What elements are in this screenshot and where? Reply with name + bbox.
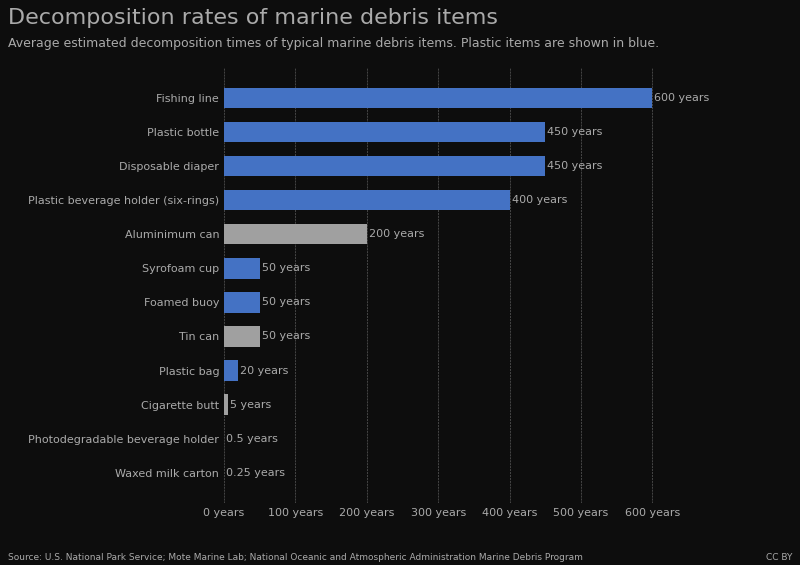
Text: 50 years: 50 years	[262, 263, 310, 273]
Bar	[224, 258, 260, 279]
Bar	[224, 88, 652, 108]
Text: 50 years: 50 years	[262, 332, 310, 341]
Text: 400 years: 400 years	[512, 195, 567, 205]
Bar	[224, 326, 260, 347]
Text: Decomposition rates of marine debris items: Decomposition rates of marine debris ite…	[8, 8, 498, 28]
Bar	[224, 121, 546, 142]
Text: 0.25 years: 0.25 years	[226, 468, 286, 478]
Bar	[224, 190, 510, 210]
Text: 450 years: 450 years	[547, 127, 602, 137]
Text: CC BY: CC BY	[766, 553, 792, 562]
Text: 600 years: 600 years	[654, 93, 710, 103]
Bar	[224, 360, 238, 381]
Text: Average estimated decomposition times of typical marine debris items. Plastic it: Average estimated decomposition times of…	[8, 37, 659, 50]
Text: 200 years: 200 years	[369, 229, 424, 239]
Bar	[224, 394, 227, 415]
Text: 5 years: 5 years	[230, 399, 271, 410]
Text: 20 years: 20 years	[241, 366, 289, 376]
Bar	[224, 224, 366, 245]
Text: 50 years: 50 years	[262, 297, 310, 307]
Text: Source: U.S. National Park Service; Mote Marine Lab; National Oceanic and Atmosp: Source: U.S. National Park Service; Mote…	[8, 553, 583, 562]
Bar	[224, 292, 260, 312]
Text: 450 years: 450 years	[547, 161, 602, 171]
Bar	[224, 156, 546, 176]
Text: 0.5 years: 0.5 years	[226, 434, 278, 444]
